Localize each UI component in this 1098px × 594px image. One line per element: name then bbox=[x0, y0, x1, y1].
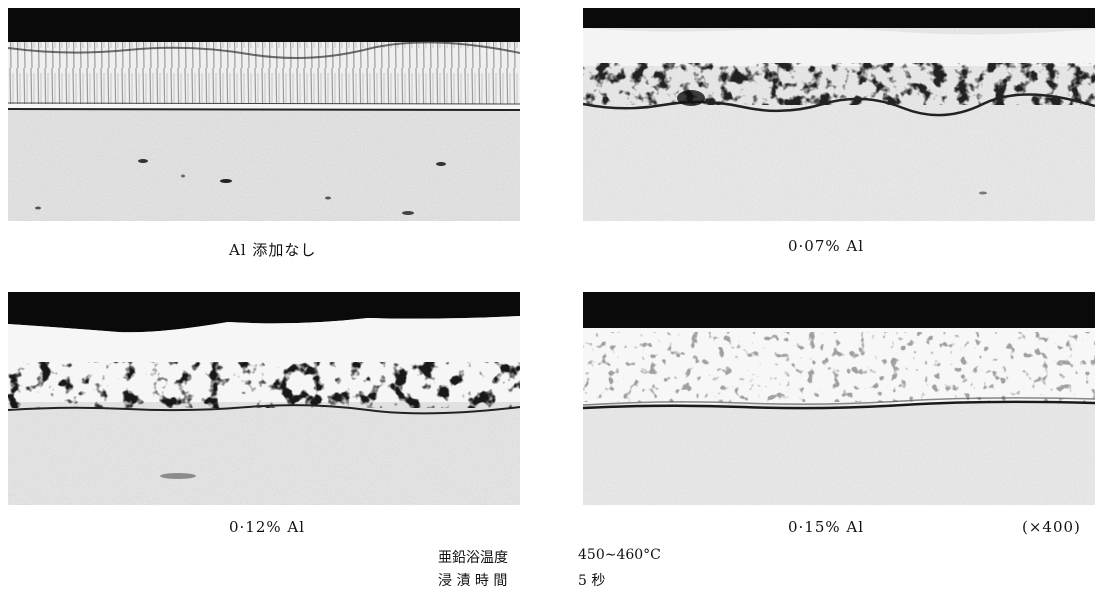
caption-0-12-al: 0·12% Al bbox=[229, 518, 306, 536]
condition-label-bath-temperature: 亜鉛浴温度 bbox=[438, 550, 508, 566]
micrograph-0-12-al bbox=[8, 292, 520, 505]
micrograph-no-al bbox=[8, 8, 520, 221]
magnification-label: (×400) bbox=[1022, 518, 1081, 536]
caption-no-al: Al 添加なし bbox=[229, 241, 317, 259]
condition-label-immersion-time: 浸 漬 時 間 bbox=[438, 573, 508, 589]
micrograph-0-15-al bbox=[583, 292, 1095, 505]
caption-0-07-al: 0·07% Al bbox=[788, 237, 865, 255]
micrograph-0-07-al bbox=[583, 8, 1095, 221]
condition-value-bath-temperature: 450∼460°C bbox=[578, 547, 661, 563]
condition-value-immersion-time: 5 秒 bbox=[578, 573, 606, 589]
caption-0-15-al: 0·15% Al bbox=[788, 518, 865, 536]
